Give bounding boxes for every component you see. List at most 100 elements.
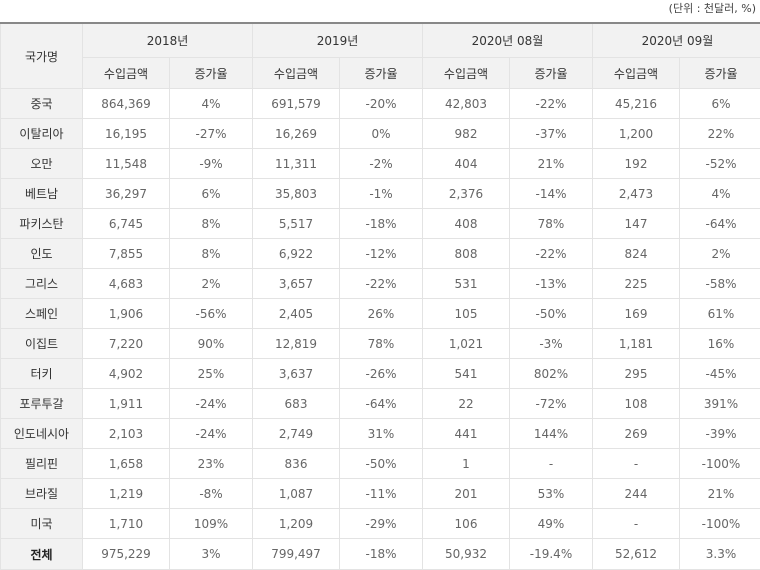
rate-cell: -14% bbox=[510, 179, 593, 209]
amount-cell: 16,195 bbox=[83, 119, 170, 149]
rate-cell: -22% bbox=[340, 269, 423, 299]
amount-cell: - bbox=[593, 509, 680, 539]
country-cell: 파키스탄 bbox=[1, 209, 83, 239]
amount-cell: 269 bbox=[593, 419, 680, 449]
country-cell: 오만 bbox=[1, 149, 83, 179]
amount-cell: 541 bbox=[423, 359, 510, 389]
rate-cell: -18% bbox=[340, 539, 423, 570]
header-sub-row: 수입금액 증가율 수입금액 증가율 수입금액 증가율 수입금액 증가율 bbox=[1, 58, 760, 89]
rate-cell: 16% bbox=[680, 329, 760, 359]
rate-cell: -72% bbox=[510, 389, 593, 419]
amount-cell: 4,683 bbox=[83, 269, 170, 299]
amount-cell: 1,087 bbox=[253, 479, 340, 509]
amount-cell: 16,269 bbox=[253, 119, 340, 149]
amount-cell: 408 bbox=[423, 209, 510, 239]
rate-cell: -3% bbox=[510, 329, 593, 359]
rate-cell: -8% bbox=[170, 479, 253, 509]
country-cell: 이탈리아 bbox=[1, 119, 83, 149]
rate-cell: -37% bbox=[510, 119, 593, 149]
amount-cell: 683 bbox=[253, 389, 340, 419]
amount-cell: 7,855 bbox=[83, 239, 170, 269]
rate-cell: -12% bbox=[340, 239, 423, 269]
country-cell: 미국 bbox=[1, 509, 83, 539]
rate-cell: -52% bbox=[680, 149, 760, 179]
rate-cell: -18% bbox=[340, 209, 423, 239]
amount-cell: 42,803 bbox=[423, 89, 510, 119]
rate-cell: 90% bbox=[170, 329, 253, 359]
rate-cell: - bbox=[510, 449, 593, 479]
amount-cell: 6,922 bbox=[253, 239, 340, 269]
rate-cell: -29% bbox=[340, 509, 423, 539]
header-amount: 수입금액 bbox=[253, 58, 340, 89]
amount-cell: - bbox=[593, 449, 680, 479]
header-rate: 증가율 bbox=[170, 58, 253, 89]
amount-cell: 244 bbox=[593, 479, 680, 509]
amount-cell: 106 bbox=[423, 509, 510, 539]
rate-cell: 78% bbox=[510, 209, 593, 239]
rate-cell: 3% bbox=[170, 539, 253, 570]
country-cell: 중국 bbox=[1, 89, 83, 119]
amount-cell: 691,579 bbox=[253, 89, 340, 119]
rate-cell: -100% bbox=[680, 449, 760, 479]
amount-cell: 2,103 bbox=[83, 419, 170, 449]
rate-cell: 53% bbox=[510, 479, 593, 509]
header-rate: 증가율 bbox=[340, 58, 423, 89]
rate-cell: -39% bbox=[680, 419, 760, 449]
rate-cell: -24% bbox=[170, 419, 253, 449]
rate-cell: 26% bbox=[340, 299, 423, 329]
rate-cell: -20% bbox=[340, 89, 423, 119]
amount-cell: 6,745 bbox=[83, 209, 170, 239]
rate-cell: 109% bbox=[170, 509, 253, 539]
rate-cell: 3.3% bbox=[680, 539, 760, 570]
amount-cell: 52,612 bbox=[593, 539, 680, 570]
rate-cell: -11% bbox=[340, 479, 423, 509]
amount-cell: 3,637 bbox=[253, 359, 340, 389]
rate-cell: -9% bbox=[170, 149, 253, 179]
amount-cell: 836 bbox=[253, 449, 340, 479]
header-period: 2020년 08월 bbox=[423, 23, 593, 58]
amount-cell: 192 bbox=[593, 149, 680, 179]
header-period-row: 국가명 2018년 2019년 2020년 08월 2020년 09월 bbox=[1, 23, 760, 58]
amount-cell: 50,932 bbox=[423, 539, 510, 570]
amount-cell: 1,710 bbox=[83, 509, 170, 539]
country-cell: 인도네시아 bbox=[1, 419, 83, 449]
amount-cell: 108 bbox=[593, 389, 680, 419]
rate-cell: -22% bbox=[510, 239, 593, 269]
country-cell: 필리핀 bbox=[1, 449, 83, 479]
amount-cell: 11,548 bbox=[83, 149, 170, 179]
amount-cell: 1,906 bbox=[83, 299, 170, 329]
rate-cell: 391% bbox=[680, 389, 760, 419]
rate-cell: 802% bbox=[510, 359, 593, 389]
amount-cell: 225 bbox=[593, 269, 680, 299]
rate-cell: -19.4% bbox=[510, 539, 593, 570]
rate-cell: -64% bbox=[680, 209, 760, 239]
rate-cell: 49% bbox=[510, 509, 593, 539]
amount-cell: 824 bbox=[593, 239, 680, 269]
amount-cell: 1,209 bbox=[253, 509, 340, 539]
amount-cell: 1,219 bbox=[83, 479, 170, 509]
rate-cell: 2% bbox=[680, 239, 760, 269]
amount-cell: 36,297 bbox=[83, 179, 170, 209]
amount-cell: 2,376 bbox=[423, 179, 510, 209]
amount-cell: 2,405 bbox=[253, 299, 340, 329]
amount-cell: 11,311 bbox=[253, 149, 340, 179]
header-country: 국가명 bbox=[1, 23, 83, 89]
rate-cell: 6% bbox=[680, 89, 760, 119]
rate-cell: 6% bbox=[170, 179, 253, 209]
country-cell: 이집트 bbox=[1, 329, 83, 359]
header-amount: 수입금액 bbox=[593, 58, 680, 89]
rate-cell: -58% bbox=[680, 269, 760, 299]
amount-cell: 201 bbox=[423, 479, 510, 509]
rate-cell: -2% bbox=[340, 149, 423, 179]
rate-cell: -1% bbox=[340, 179, 423, 209]
amount-cell: 975,229 bbox=[83, 539, 170, 570]
amount-cell: 2,473 bbox=[593, 179, 680, 209]
